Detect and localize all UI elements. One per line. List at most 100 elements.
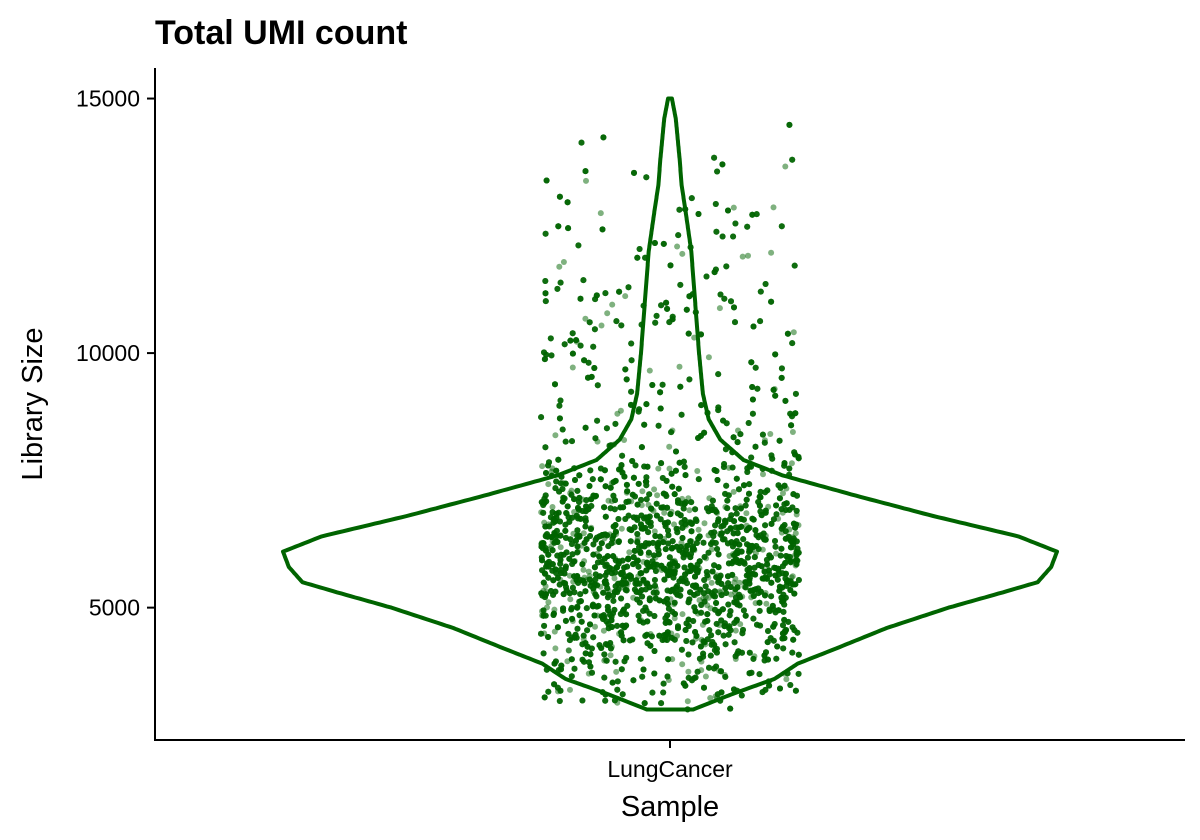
data-point [782,507,789,513]
data-point [700,539,707,546]
data-point [732,627,739,634]
data-point [730,233,737,240]
data-point [685,668,692,675]
data-point [566,572,573,579]
data-point [674,243,681,250]
data-point [557,397,564,404]
data-point [789,573,796,580]
data-point [707,652,714,659]
data-point [731,639,738,646]
data-point [565,647,572,654]
data-point [671,521,677,528]
data-point [603,425,610,432]
data-point [545,481,552,488]
data-point [713,228,720,235]
data-point [652,319,659,326]
data-point [580,632,587,639]
data-point [736,486,742,493]
data-point [592,623,598,630]
data-point [660,689,667,696]
data-point [693,540,700,546]
data-point [679,661,686,668]
data-point [609,301,616,308]
data-point [701,520,708,527]
data-point [679,524,686,531]
data-point [654,492,661,499]
data-point [580,566,587,573]
data-point [780,622,786,629]
data-point [770,204,777,211]
data-point [790,329,797,336]
data-point [711,562,718,569]
data-point [552,432,559,439]
data-point [590,634,597,641]
data-point [614,686,621,693]
data-point [607,652,614,659]
data-point [655,465,662,472]
data-point [540,579,547,586]
data-point [679,250,686,257]
data-point [773,655,780,662]
data-point [617,407,624,414]
data-point [604,310,611,317]
data-point [708,632,715,639]
data-point [567,686,573,693]
data-point [560,259,567,265]
data-point [676,206,683,213]
data-point [632,462,639,469]
data-point [792,530,799,537]
data-point [701,554,708,560]
data-point [751,554,758,561]
data-point [542,444,549,451]
data-point [651,486,658,493]
data-point [733,510,740,517]
chart-title: Total UMI count [155,14,407,52]
data-point [545,599,552,606]
data-point [585,359,592,366]
data-point [701,577,708,583]
data-point [730,488,737,495]
data-point [551,628,558,635]
data-point [742,502,749,509]
data-point [594,417,601,424]
data-point [723,263,730,270]
data-point [577,591,584,598]
data-point [547,514,554,521]
data-point [728,298,734,305]
data-point [574,549,581,556]
data-point [613,668,620,675]
data-point [618,595,625,602]
data-point [789,429,796,435]
data-point [715,371,722,378]
data-point [575,242,582,249]
data-point [684,698,691,705]
data-point [590,541,597,548]
data-point [695,526,702,533]
data-point [569,364,576,371]
data-point [594,382,601,389]
data-point [730,204,737,211]
data-point [731,579,738,586]
data-point [556,402,563,409]
data-point [716,305,723,312]
data-point [726,553,733,559]
data-point [637,655,644,662]
data-point [557,480,564,487]
data-point [562,521,569,528]
data-point [683,638,690,644]
data-point [666,443,673,450]
data-point [676,363,683,370]
data-point [762,522,769,529]
data-point [709,497,716,504]
data-point [557,544,564,551]
data-point [678,411,685,418]
data-point [736,579,743,586]
data-point [706,664,712,671]
data-point [767,431,774,437]
data-point [585,568,592,575]
data-point [783,676,790,683]
data-point [582,315,589,322]
data-point [739,253,746,260]
data-point [598,322,605,329]
